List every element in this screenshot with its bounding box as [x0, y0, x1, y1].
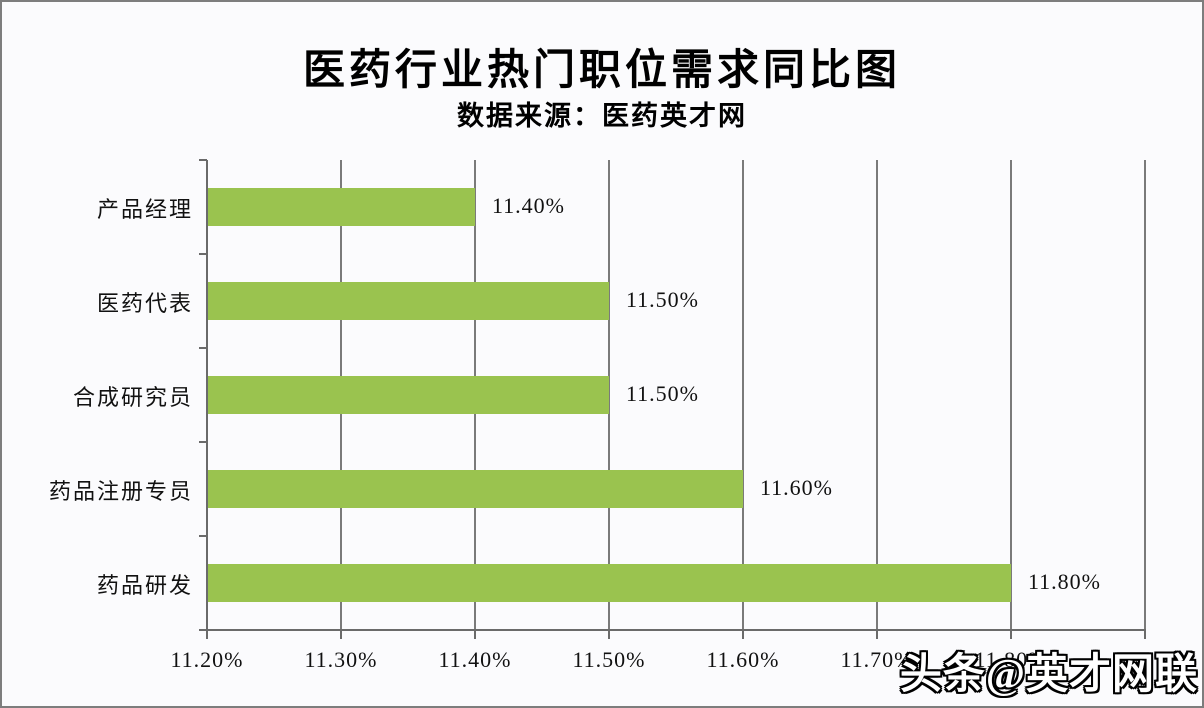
chart-title: 医药行业热门职位需求同比图	[302, 48, 901, 94]
x-tick	[1144, 630, 1146, 639]
x-tick-label: 11.30%	[304, 647, 378, 672]
y-axis-line	[206, 160, 208, 630]
bar	[207, 470, 743, 508]
x-tick	[206, 630, 208, 639]
chart-subtitle: 数据来源：医药英才网	[457, 101, 747, 131]
x-tick	[1010, 630, 1012, 639]
y-tick	[199, 253, 207, 255]
x-tick-label: 11.40%	[438, 647, 512, 672]
x-tick	[742, 630, 744, 639]
x-axis-line	[199, 629, 1146, 631]
category-label: 药品注册专员	[48, 479, 193, 504]
x-tick	[340, 630, 342, 639]
bar	[207, 188, 475, 226]
plot-area: 11.20% 11.30% 11.40% 11.50% 11.60% 11.70% 11.8…	[49, 159, 1146, 672]
x-tick-label: 11.20%	[170, 647, 244, 672]
category-label: 合成研究员	[72, 385, 193, 410]
watermark: 头条@英才网联	[899, 652, 1198, 698]
value-label: 11.50%	[626, 381, 700, 406]
y-tick	[199, 441, 207, 443]
bar	[207, 564, 1011, 602]
x-tick-label: 11.50%	[572, 647, 646, 672]
x-gridline	[876, 160, 878, 630]
x-tick	[876, 630, 878, 639]
bar	[207, 282, 609, 320]
value-label: 11.80%	[1028, 569, 1102, 594]
category-label: 产品经理	[96, 197, 193, 222]
y-tick	[199, 159, 207, 161]
x-tick-label: 11.80%	[974, 647, 1048, 672]
y-tick	[199, 347, 207, 349]
y-tick	[199, 535, 207, 537]
x-gridline	[742, 160, 744, 630]
value-label: 11.60%	[760, 475, 834, 500]
category-label: 药品研发	[96, 573, 193, 598]
x-tick-label: 11.70%	[840, 647, 914, 672]
bar	[207, 376, 609, 414]
x-tick	[474, 630, 476, 639]
category-label: 医药代表	[96, 291, 193, 316]
x-tick-label: 11.60%	[706, 647, 780, 672]
x-gridline	[1010, 160, 1012, 630]
x-gridline	[608, 160, 610, 630]
y-tick	[199, 629, 207, 631]
value-label: 11.40%	[492, 193, 566, 218]
value-label: 11.50%	[626, 287, 700, 312]
x-tick	[608, 630, 610, 639]
x-gridline	[1144, 160, 1146, 630]
